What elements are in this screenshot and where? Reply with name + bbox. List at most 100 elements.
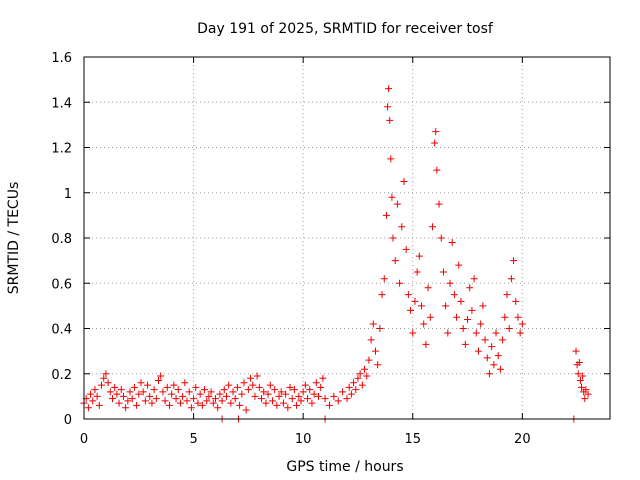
data-point (181, 379, 189, 387)
data-point (477, 320, 485, 328)
data-point (433, 166, 441, 174)
data-point (264, 390, 272, 398)
data-point (290, 386, 298, 394)
data-point (413, 268, 421, 276)
data-point (253, 372, 261, 380)
data-point (209, 399, 217, 407)
data-point (212, 395, 219, 403)
data-point (466, 284, 474, 292)
data-point (384, 103, 392, 111)
data-point (258, 395, 266, 403)
data-point (163, 383, 171, 391)
data-point (165, 401, 173, 409)
data-point (144, 381, 152, 389)
data-point (448, 239, 456, 247)
data-point (236, 401, 244, 409)
data-point (385, 85, 393, 93)
data-point (378, 291, 386, 299)
data-point (216, 390, 224, 398)
data-point (312, 379, 320, 387)
data-point (183, 397, 191, 405)
data-point (135, 390, 143, 398)
grid (84, 57, 610, 419)
data-point (516, 329, 524, 337)
data-point (422, 340, 430, 348)
data-point (407, 306, 415, 314)
data-point (468, 306, 476, 314)
data-point (374, 361, 382, 369)
data-point (192, 383, 200, 391)
data-point (220, 386, 228, 394)
data-point (581, 395, 589, 403)
data-point (396, 279, 404, 287)
data-point (490, 361, 498, 369)
data-point (455, 261, 463, 269)
data-point (179, 392, 187, 400)
data-point (426, 313, 434, 321)
data-point (400, 177, 408, 185)
data-point (104, 379, 112, 387)
data-point (501, 313, 509, 321)
data-point (218, 397, 226, 405)
data-point (233, 383, 241, 391)
data-point (321, 395, 329, 403)
data-point (574, 370, 582, 378)
data-point (262, 399, 270, 407)
y-tick-label: 0 (64, 413, 72, 428)
data-point (244, 386, 252, 394)
data-point (387, 155, 395, 163)
data-point (266, 381, 274, 389)
data-point (356, 370, 364, 378)
data-point (141, 397, 149, 405)
y-tick-label: 0.8 (51, 232, 72, 247)
data-point (174, 386, 182, 394)
data-point (91, 386, 99, 394)
data-point (470, 275, 478, 283)
data-point (325, 401, 333, 409)
data-point (271, 386, 279, 394)
data-point (117, 386, 125, 394)
data-point (431, 139, 439, 147)
data-point (420, 320, 428, 328)
data-point (214, 404, 222, 412)
data-point (102, 370, 110, 378)
data-point (124, 397, 132, 405)
data-point (84, 404, 92, 412)
data-point (503, 291, 511, 299)
data-point (133, 401, 141, 409)
y-axis-label: SRMTID / TECUs (6, 182, 22, 295)
data-point (301, 381, 309, 389)
data-point (150, 386, 158, 394)
data-point (170, 381, 178, 389)
data-point (187, 404, 195, 412)
data-point (137, 379, 145, 387)
data-point (444, 329, 452, 337)
data-point (308, 399, 316, 407)
data-point (176, 399, 184, 407)
data-point (361, 365, 369, 373)
data-point (95, 401, 103, 409)
data-point (122, 404, 130, 412)
x-axis-label: GPS time / hours (286, 459, 403, 475)
data-point (347, 390, 355, 398)
data-point (365, 356, 373, 364)
data-point (113, 390, 121, 398)
data-point (227, 399, 235, 407)
data-point (505, 325, 513, 332)
data-point (402, 245, 410, 253)
data-point (343, 395, 351, 403)
data-point (201, 386, 209, 394)
y-tick-label: 1.6 (51, 51, 72, 66)
data-point (453, 313, 461, 321)
data-point (363, 372, 371, 380)
data-point (238, 390, 246, 398)
data-point (367, 336, 375, 344)
data-point (446, 279, 454, 287)
data-point (317, 383, 325, 391)
data-point (205, 392, 213, 400)
data-point (435, 200, 443, 208)
data-point (424, 284, 432, 292)
data-point (87, 390, 95, 398)
data-point (481, 336, 489, 344)
data-point (106, 388, 114, 396)
